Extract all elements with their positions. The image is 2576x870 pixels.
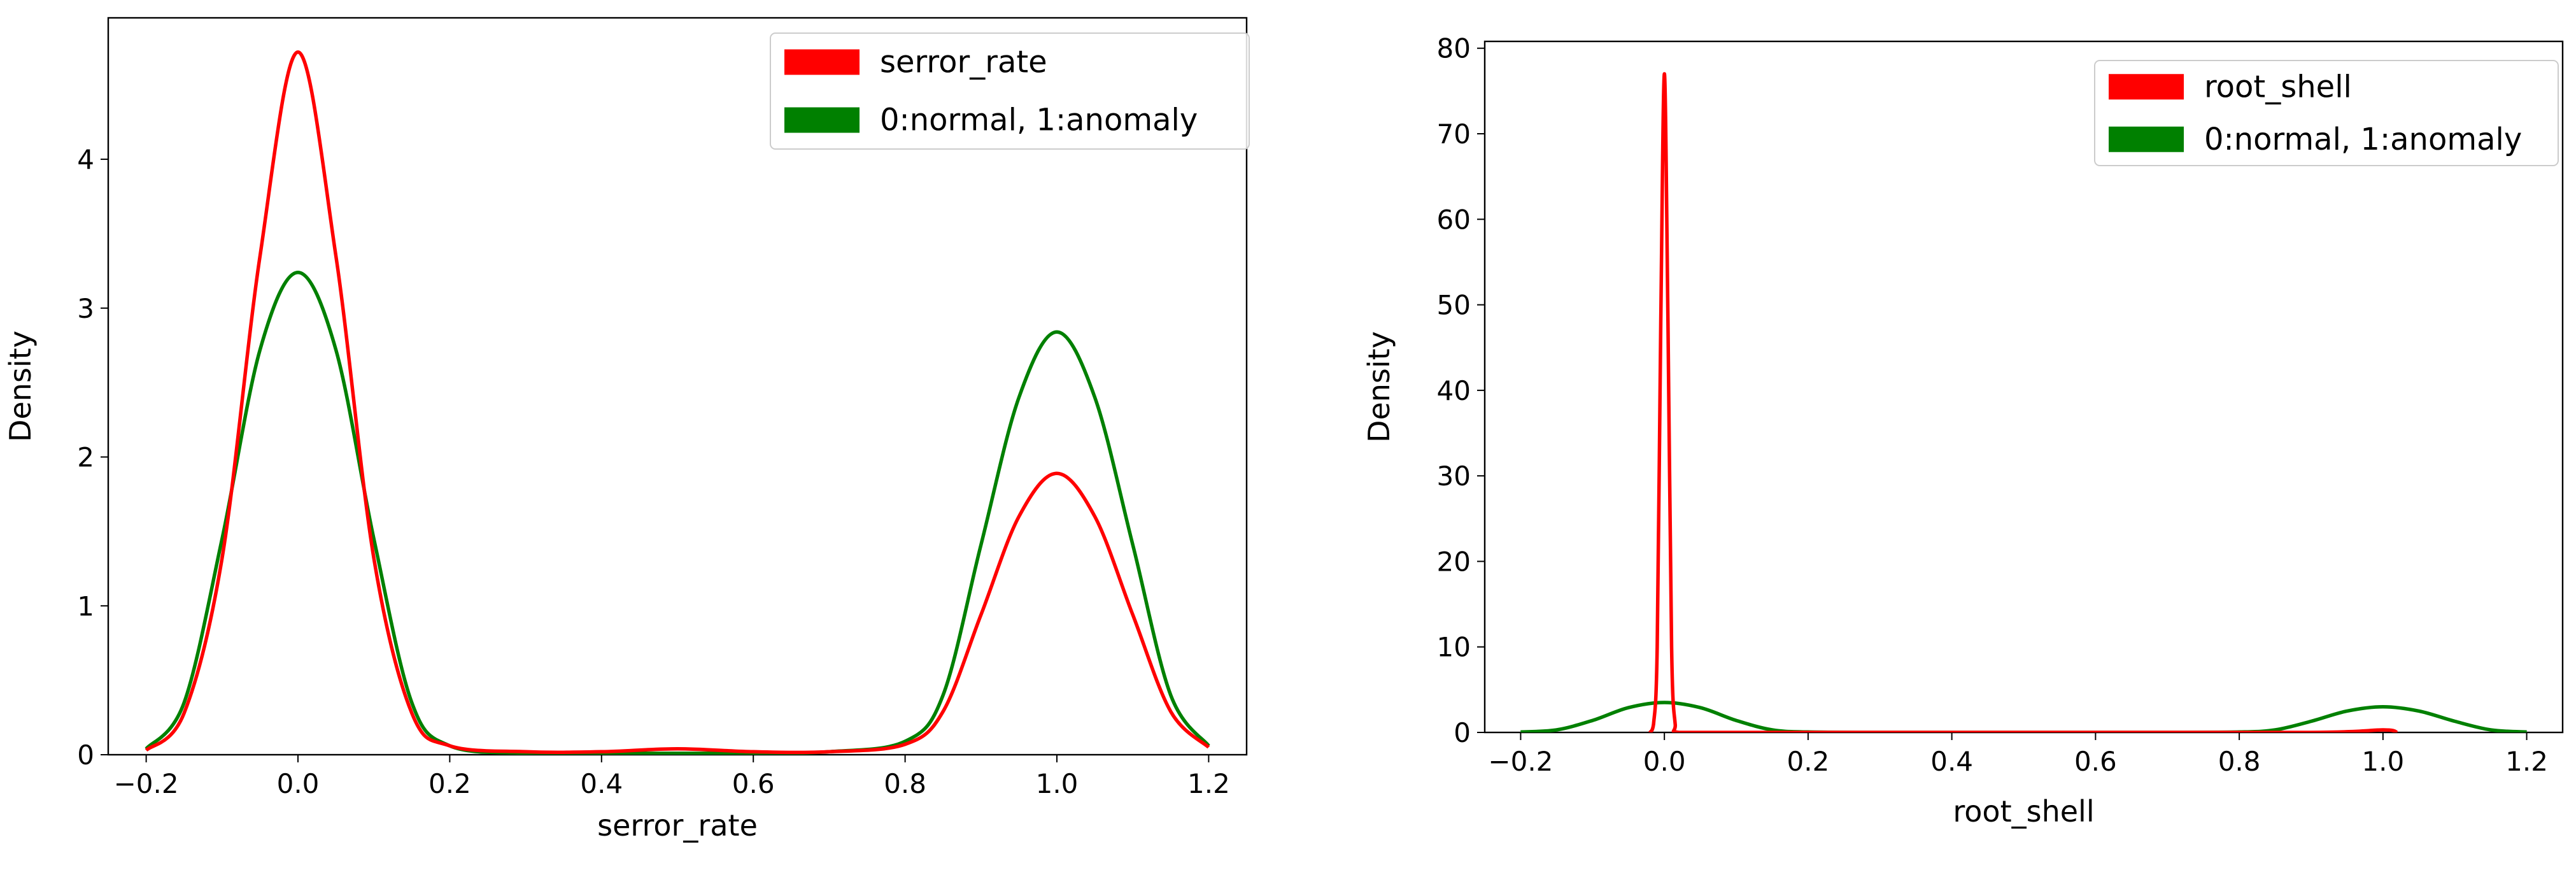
legend-swatch [784, 49, 860, 75]
x-tick-label: 1.2 [1187, 768, 1230, 799]
x-tick-label: 0.8 [2218, 746, 2261, 777]
x-tick-label: 0.2 [1787, 746, 1830, 777]
x-tick-label: 0.0 [1643, 746, 1686, 777]
y-tick-label: 70 [1437, 118, 1471, 150]
legend-label: 0:normal, 1:anomaly [880, 103, 1198, 138]
y-tick-label: 50 [1437, 290, 1471, 321]
x-tick-label: 0.0 [277, 768, 320, 799]
x-tick-label: 0.4 [1930, 746, 1973, 777]
series-line-feature [1648, 72, 2398, 732]
y-tick-label: 0 [77, 739, 94, 771]
x-axis-label: root_shell [1953, 794, 2094, 829]
y-axis-label: Density [1362, 331, 1396, 443]
y-tick-label: 10 [1437, 632, 1471, 663]
x-tick-label: 1.0 [2361, 746, 2404, 777]
legend-box [770, 32, 1250, 150]
x-tick-label: 0.8 [884, 768, 926, 799]
y-tick-label: 30 [1437, 460, 1471, 492]
y-tick-label: 1 [77, 590, 94, 622]
legend-label: root_shell [2204, 69, 2352, 104]
y-tick-label: 4 [77, 144, 94, 175]
chart-serror-rate: −0.2 0.0 0.2 0.4 0.6 0.8 1.0 1.2 0 1 2 3 4 serror_rat… [3, 17, 1250, 843]
series-line-feature [145, 50, 1210, 755]
y-tick-label: 3 [77, 293, 94, 324]
legend-swatch [2109, 126, 2184, 152]
x-tick-label: 0.2 [428, 768, 471, 799]
x-tick-label: 0.6 [2074, 746, 2117, 777]
y-tick-label: 2 [77, 442, 94, 473]
x-axis-label: serror_rate [597, 808, 758, 843]
x-tick-label: −0.2 [114, 768, 179, 799]
x-tick-label: 0.6 [732, 768, 775, 799]
y-tick-label: 40 [1437, 375, 1471, 406]
series-line-label [145, 270, 1210, 755]
legend-label: 0:normal, 1:anomaly [2204, 122, 2522, 157]
legend-label: serror_rate [880, 45, 1047, 80]
legend-box [2094, 60, 2559, 166]
x-tick-label: 1.2 [2505, 746, 2548, 777]
y-tick-label: 20 [1437, 546, 1471, 577]
x-tick-label: 1.0 [1036, 768, 1079, 799]
y-tick-label: 0 [1454, 717, 1471, 748]
x-tick-label: −0.2 [1488, 746, 1553, 777]
x-tick-label: 0.4 [580, 768, 623, 799]
chart-root-shell: −0.2 0.0 0.2 0.4 0.6 0.8 1.0 1.2 0 10 20 30 40 50 60 70… [1362, 33, 2564, 829]
y-tick-label: 60 [1437, 204, 1471, 235]
y-axis-label: Density [3, 331, 38, 442]
legend-swatch [784, 107, 860, 133]
legend-swatch [2109, 74, 2184, 100]
y-tick-label: 80 [1437, 33, 1471, 64]
